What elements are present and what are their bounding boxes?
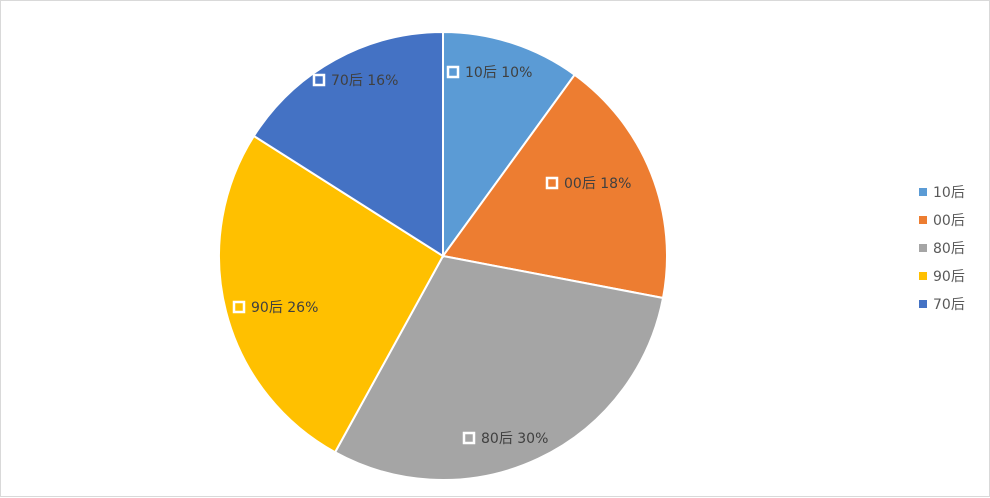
data-label-marker	[462, 431, 476, 445]
data-label-2: 00后 18%	[545, 176, 631, 192]
legend-item-3: 80后	[919, 241, 965, 257]
data-label-text: 90后 26%	[251, 300, 318, 316]
legend-label: 70后	[933, 297, 965, 313]
pie-slice-4	[218, 134, 445, 454]
data-label-marker	[312, 73, 326, 87]
legend-item-4: 90后	[919, 269, 965, 285]
legend-item-2: 00后	[919, 213, 965, 229]
legend-label: 00后	[933, 213, 965, 229]
data-label-marker	[232, 300, 246, 314]
legend-swatch	[919, 244, 927, 252]
pie-slices	[218, 30, 668, 481]
data-label-1: 10后 10%	[446, 65, 532, 81]
data-label-5: 70后 16%	[312, 73, 398, 89]
legend: 10后 00后 80后 90后 70后	[919, 185, 965, 313]
data-label-marker	[545, 176, 559, 190]
legend-item-5: 70后	[919, 297, 965, 313]
data-label-text: 80后 30%	[481, 431, 548, 447]
pie-slice-1	[442, 30, 577, 260]
legend-label: 10后	[933, 185, 965, 201]
legend-label: 90后	[933, 269, 965, 285]
pie-data-labels: 10后 10% 00后 18% 80后 30% 90后 26% 70后 16%	[232, 65, 631, 447]
data-label-4: 90后 26%	[232, 300, 318, 316]
data-label-text: 00后 18%	[564, 176, 631, 192]
legend-label: 80后	[933, 241, 965, 257]
legend-swatch	[919, 300, 927, 308]
pie-slice-3	[333, 254, 665, 481]
legend-item-1: 10后	[919, 185, 965, 201]
data-label-text: 10后 10%	[465, 65, 532, 81]
legend-swatch	[919, 272, 927, 280]
legend-swatch	[919, 216, 927, 224]
data-label-marker	[446, 65, 460, 79]
legend-swatch	[919, 188, 927, 196]
data-label-3: 80后 30%	[462, 431, 548, 447]
data-label-text: 70后 16%	[331, 73, 398, 89]
pie-slice-5	[252, 30, 444, 258]
